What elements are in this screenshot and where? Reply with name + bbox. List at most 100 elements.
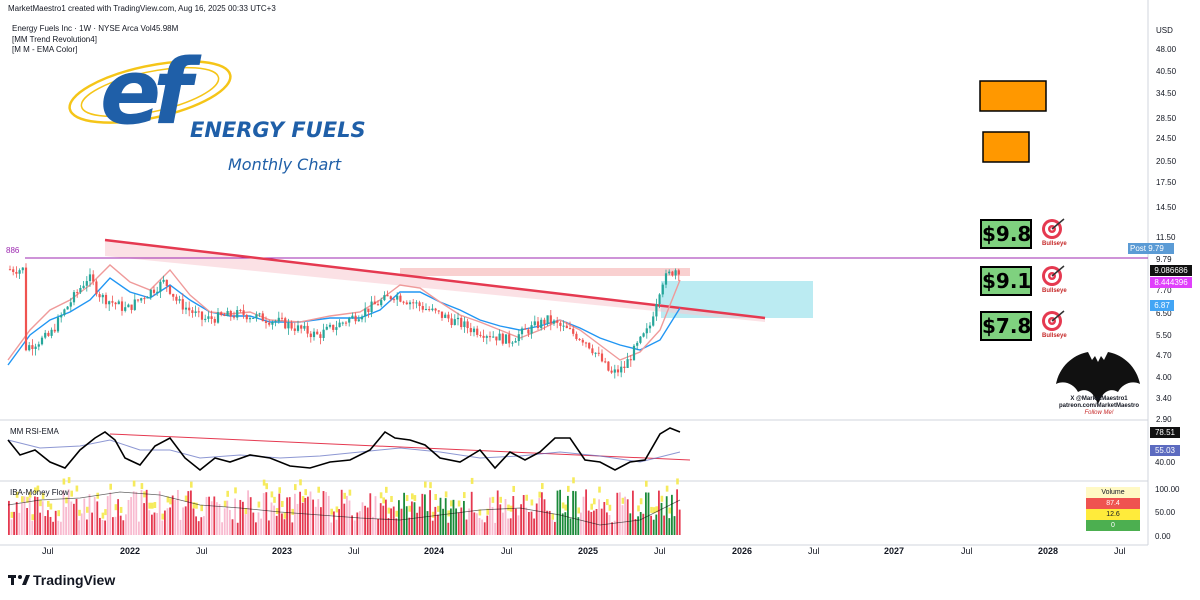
money-flow-bar xyxy=(151,514,153,535)
candle-body xyxy=(655,303,658,317)
time-tick: 2028 xyxy=(1038,546,1059,556)
money-flow-bar xyxy=(499,504,502,535)
bullseye-icon xyxy=(1042,265,1065,286)
rsi-value-badge: 78.51 xyxy=(1150,427,1180,438)
money-flow-bar xyxy=(343,503,346,535)
money-flow-highlight xyxy=(65,497,68,504)
money-flow-bar xyxy=(265,492,268,535)
money-flow-highlight xyxy=(507,504,510,511)
money-flow-bar xyxy=(257,512,260,535)
money-flow-title[interactable]: IBA-Money Flow xyxy=(10,488,69,497)
money-flow-bar xyxy=(556,490,559,535)
money-flow-highlight xyxy=(390,495,393,502)
money-flow-bar xyxy=(169,507,171,535)
money-flow-bar xyxy=(405,506,408,535)
money-flow-highlight xyxy=(499,496,502,503)
money-flow-highlight xyxy=(639,498,643,505)
money-flow-bar xyxy=(26,508,28,535)
money-flow-highlight xyxy=(457,500,461,507)
money-flow-bar xyxy=(468,508,470,535)
candle-body xyxy=(344,322,348,324)
candle-body xyxy=(293,328,296,331)
money-flow-bar xyxy=(281,513,283,535)
rsi-line xyxy=(7,427,681,472)
candle-body xyxy=(501,333,504,344)
money-flow-bar xyxy=(517,515,520,535)
money-flow-bar xyxy=(572,490,574,535)
candle-body xyxy=(610,370,613,373)
candle-body xyxy=(508,334,511,344)
money-flow-bar xyxy=(408,517,411,535)
money-flow-bar xyxy=(369,493,372,535)
candle-body xyxy=(287,322,290,329)
money-flow-bar xyxy=(73,503,75,535)
candle-body xyxy=(639,336,642,343)
money-flow-bar xyxy=(634,519,637,535)
candle-body xyxy=(200,311,204,320)
money-flow-bar xyxy=(483,522,486,535)
money-flow-bar xyxy=(80,513,83,535)
candle-body xyxy=(85,281,88,286)
candle-body xyxy=(351,315,354,319)
candle-body xyxy=(373,301,376,305)
candle-body xyxy=(162,279,165,282)
indicator-ema-color[interactable]: [M M - EMA Color] xyxy=(12,45,78,54)
money-flow-highlight xyxy=(148,502,151,509)
money-flow-bar xyxy=(603,502,606,535)
money-flow-highlight xyxy=(104,509,107,516)
money-flow-bar xyxy=(442,508,444,535)
money-flow-highlight xyxy=(41,493,45,500)
money-flow-bar xyxy=(470,491,473,535)
money-flow-bar xyxy=(366,507,369,535)
candle-body xyxy=(559,322,562,326)
indicator-trend-revolution[interactable]: [MM Trend Revolution4] xyxy=(12,35,97,44)
candle-body xyxy=(495,336,498,341)
money-flow-highlight xyxy=(184,495,188,502)
money-flow-bar xyxy=(515,508,517,535)
candle-body xyxy=(383,295,386,301)
candle-body xyxy=(98,294,101,298)
money-flow-bar xyxy=(208,496,210,535)
mf-tick-50: 50.00 xyxy=(1155,508,1176,517)
candle-body xyxy=(415,302,418,304)
target-box-1: $9.8 xyxy=(980,219,1032,249)
rsi-title[interactable]: MM RSI-EMA xyxy=(10,427,59,436)
money-flow-bar xyxy=(322,491,325,535)
candle-body xyxy=(127,304,130,308)
money-flow-bar xyxy=(359,511,361,535)
time-axis[interactable]: Jul 2022 Jul 2023 Jul 2024 Jul 2025 Jul 2026 Jul 20… xyxy=(0,545,1148,559)
money-flow-bar xyxy=(138,521,140,535)
money-flow-bar xyxy=(166,508,169,535)
candle-body xyxy=(527,329,530,334)
candle-body xyxy=(60,315,63,318)
candle-body xyxy=(376,304,380,306)
target-box-2: $9.1 xyxy=(980,266,1032,296)
money-flow-bar xyxy=(574,491,577,535)
money-flow-bar xyxy=(429,490,431,535)
candle-body xyxy=(437,310,440,312)
price-axis[interactable]: USD 48.00 40.50 34.50 28.50 24.50 20.50 17.50 1… xyxy=(1152,0,1200,545)
money-flow-bar xyxy=(197,521,200,535)
money-flow-highlight xyxy=(262,479,266,486)
rsi-ema-badge: 55.03 xyxy=(1150,445,1180,456)
symbol-info[interactable]: Energy Fuels Inc · 1W · NYSE Arca Vol45.… xyxy=(12,24,179,33)
money-flow-bar xyxy=(104,520,106,535)
money-flow-bar xyxy=(273,505,275,535)
money-flow-bar xyxy=(608,514,611,535)
money-flow-highlight xyxy=(395,510,398,517)
candle-body xyxy=(191,310,194,313)
time-tick: Jul xyxy=(42,546,54,556)
money-flow-bar xyxy=(551,519,554,535)
money-flow-highlight xyxy=(10,511,14,518)
money-flow-bar xyxy=(330,522,333,535)
candle-body xyxy=(421,306,424,310)
money-flow-bar xyxy=(187,491,190,535)
time-tick: Jul xyxy=(196,546,208,556)
candle-body xyxy=(668,271,671,274)
money-flow-highlight xyxy=(273,496,276,503)
money-flow-bar xyxy=(353,520,356,535)
candle-body xyxy=(562,325,565,327)
money-flow-bar xyxy=(229,509,231,535)
money-flow-bar xyxy=(678,509,681,535)
